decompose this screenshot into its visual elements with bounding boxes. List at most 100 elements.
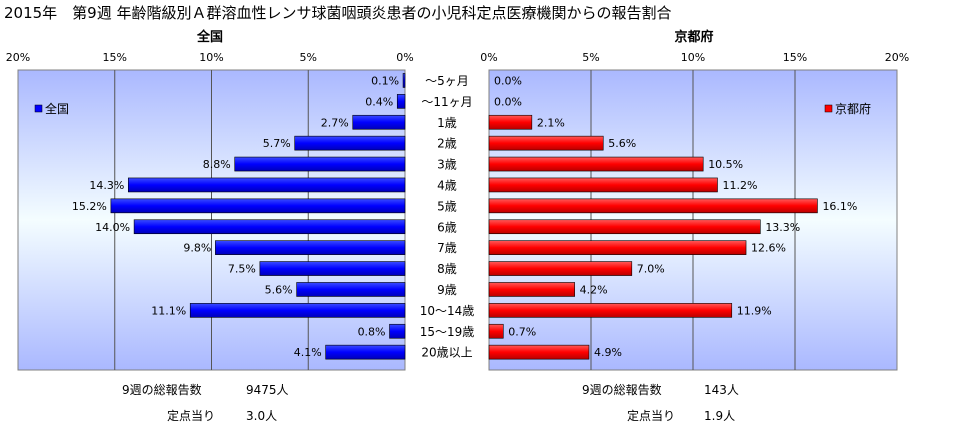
- tick-label-left: 0%: [396, 51, 413, 64]
- data-label-kyoto: 4.9%: [594, 346, 622, 359]
- legend-kyoto: 京都府: [824, 101, 871, 116]
- legend-national: 全国: [34, 101, 69, 116]
- data-label-national: 14.3%: [89, 179, 124, 192]
- bar-national: [234, 156, 406, 172]
- tick-label-right: 10%: [681, 51, 705, 64]
- tick-label-right: 0%: [480, 51, 497, 64]
- national-per-value: 3.0人: [246, 409, 278, 423]
- bar-kyoto: [488, 240, 747, 255]
- bar-national: [215, 240, 406, 255]
- category-label: 10～14歳: [420, 304, 475, 318]
- data-label-national: 15.2%: [72, 200, 107, 213]
- data-label-kyoto: 12.6%: [751, 242, 786, 255]
- legend-kyoto-swatch: [824, 104, 833, 113]
- category-label: ～11ヶ月: [421, 95, 472, 109]
- data-label-kyoto: 13.3%: [765, 221, 800, 234]
- tick-label-left: 20%: [6, 51, 30, 64]
- category-label: 6歳: [437, 220, 457, 234]
- data-label-national: 0.1%: [371, 74, 399, 87]
- kyoto-total-value: 143人: [704, 383, 739, 397]
- data-label-national: 5.6%: [265, 283, 293, 296]
- category-label: 7歳: [437, 241, 457, 255]
- data-label-national: 8.8%: [203, 158, 231, 171]
- bar-kyoto: [488, 177, 718, 193]
- bar-kyoto: [488, 303, 733, 318]
- bar-kyoto: [488, 135, 604, 151]
- left-panel-title: 全国: [196, 29, 223, 45]
- bar-kyoto: [488, 323, 504, 339]
- bar-national: [259, 261, 406, 276]
- category-label: 1歳: [437, 116, 457, 130]
- bar-national: [133, 219, 406, 235]
- data-label-kyoto: 0.0%: [494, 74, 522, 87]
- category-label: 4歳: [437, 178, 457, 192]
- category-label: 3歳: [437, 158, 457, 172]
- data-label-national: 4.1%: [294, 346, 322, 359]
- bars: [110, 73, 818, 360]
- bar-national: [325, 344, 406, 360]
- bar-kyoto: [488, 261, 633, 276]
- category-label: 20歳以上: [421, 346, 472, 360]
- tick-label-left: 15%: [103, 51, 127, 64]
- tick-label-right: 15%: [783, 51, 807, 64]
- bar-national: [389, 323, 406, 339]
- tick-label-left: 10%: [199, 51, 223, 64]
- data-label-national: 0.8%: [358, 325, 386, 338]
- bar-kyoto: [488, 156, 704, 172]
- tick-label-left: 5%: [300, 51, 317, 64]
- category-label: 15～19歳: [420, 325, 475, 339]
- category-labels: ～5ヶ月 ～11ヶ月 1歳 2歳 3歳 4歳 5歳 6歳 7歳 8歳 9歳 10～14歳 15～19歳 2…: [420, 74, 475, 360]
- legend-kyoto-label: 京都府: [835, 101, 871, 116]
- category-label: 8歳: [437, 262, 457, 276]
- tick-labels: 0% 0% 5% 5% 10% 10% 15% 15% 20% 20%: [6, 51, 909, 64]
- data-label-kyoto: 11.9%: [737, 304, 772, 317]
- data-labels: 0.1% 0.0% 0.4% 0.0% 2.7% 2.1% 5.7% 5.6% 8.8% 10.5…: [72, 74, 857, 359]
- kyoto-per-value: 1.9人: [704, 409, 736, 423]
- bar-national: [127, 177, 406, 193]
- data-label-national: 11.1%: [151, 304, 186, 317]
- data-label-national: 9.8%: [183, 242, 211, 255]
- category-label: ～5ヶ月: [425, 74, 469, 88]
- data-label-national: 0.4%: [365, 95, 393, 108]
- bar-kyoto: [488, 282, 575, 297]
- category-label: 2歳: [437, 137, 457, 151]
- category-label: 5歳: [437, 199, 457, 213]
- bar-national: [396, 94, 406, 109]
- tick-label-right: 5%: [582, 51, 599, 64]
- legend-national-label: 全国: [45, 101, 69, 116]
- bar-kyoto: [488, 219, 761, 235]
- right-panel-title: 京都府: [674, 29, 713, 45]
- tick-label-right: 20%: [885, 51, 909, 64]
- data-label-kyoto: 11.2%: [722, 179, 757, 192]
- data-label-kyoto: 7.0%: [637, 263, 665, 276]
- data-label-national: 2.7%: [321, 116, 349, 129]
- data-label-national: 7.5%: [228, 263, 256, 276]
- kyoto-per-label: 定点当り: [627, 409, 676, 423]
- bar-kyoto: [488, 198, 818, 214]
- data-label-kyoto: 16.1%: [822, 200, 857, 213]
- data-label-kyoto: 5.6%: [608, 137, 636, 150]
- bar-national: [402, 73, 406, 88]
- national-total-label: 9週の総報告数: [122, 383, 202, 397]
- bar-national: [296, 282, 406, 297]
- bar-kyoto: [488, 344, 590, 360]
- bar-kyoto: [488, 114, 533, 130]
- data-label-kyoto: 0.7%: [508, 325, 536, 338]
- data-label-national: 14.0%: [95, 221, 130, 234]
- bar-national: [189, 303, 406, 318]
- bar-national: [294, 135, 406, 151]
- data-label-kyoto: 2.1%: [537, 116, 565, 129]
- kyoto-total-label: 9週の総報告数: [582, 383, 662, 397]
- data-label-national: 5.7%: [263, 137, 291, 150]
- category-label: 9歳: [437, 283, 457, 297]
- data-label-kyoto: 10.5%: [708, 158, 743, 171]
- data-label-kyoto: 0.0%: [494, 95, 522, 108]
- legend-national-swatch: [34, 104, 43, 113]
- bar-national: [352, 114, 406, 130]
- national-total-value: 9475人: [246, 383, 289, 397]
- data-label-kyoto: 4.2%: [580, 283, 608, 296]
- national-per-label: 定点当り: [167, 409, 216, 423]
- chart-title: 2015年 第9週 年齢階級別Ａ群溶血性レンサ球菌咽頭炎患者の小児科定点医療機関…: [4, 4, 672, 22]
- bar-national: [110, 198, 406, 214]
